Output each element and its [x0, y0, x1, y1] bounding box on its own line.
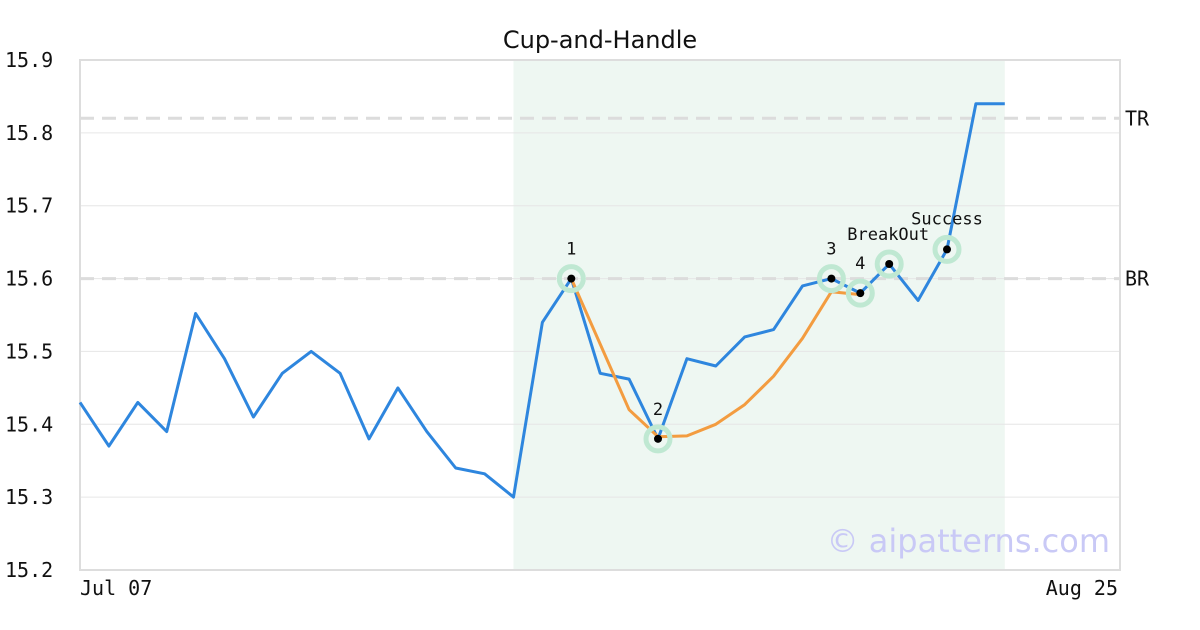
marker-label-3: 4 — [855, 254, 865, 274]
marker-halo-4 — [874, 249, 904, 279]
marker-halo-3 — [845, 278, 875, 308]
y-tick-label-3: 15.5 — [5, 339, 53, 363]
marker-halo-1 — [643, 424, 673, 454]
marker-dot-5 — [943, 245, 951, 254]
marker-label-5: Success — [911, 209, 983, 229]
x-tick-label-0: Jul 07 — [80, 576, 152, 600]
marker-dot-4 — [885, 260, 894, 268]
ref-label-tr: TR — [1125, 106, 1150, 130]
x-tick-label-1: Aug 25 — [1046, 576, 1118, 600]
y-tick-label-4: 15.6 — [5, 267, 53, 291]
ref-label-br: BR — [1125, 267, 1150, 291]
marker-dot-0 — [567, 274, 576, 283]
y-tick-label-6: 15.8 — [5, 121, 53, 145]
plot-frame — [79, 59, 1121, 571]
marker-halo-2 — [816, 264, 846, 294]
watermark: © aipatterns.com — [827, 522, 1110, 560]
y-tick-label-0: 15.2 — [5, 558, 53, 582]
y-tick-label-2: 15.4 — [5, 412, 53, 436]
marker-halo-5 — [932, 234, 962, 264]
chart-title: Cup-and-Handle — [503, 26, 697, 54]
marker-dot-2 — [827, 274, 836, 283]
marker-label-0: 1 — [566, 240, 576, 260]
y-tick-label-1: 15.3 — [5, 485, 53, 509]
marker-dot-3 — [856, 289, 865, 298]
series-line-1 — [569, 277, 861, 439]
marker-label-4: BreakOut — [847, 225, 929, 245]
pattern-region — [513, 60, 1005, 570]
y-tick-label-7: 15.9 — [5, 48, 53, 72]
y-tick-label-5: 15.7 — [5, 194, 53, 218]
marker-label-1: 2 — [653, 400, 663, 420]
marker-halo-0 — [556, 264, 586, 294]
marker-dot-1 — [654, 434, 662, 443]
marker-label-2: 3 — [826, 240, 836, 260]
